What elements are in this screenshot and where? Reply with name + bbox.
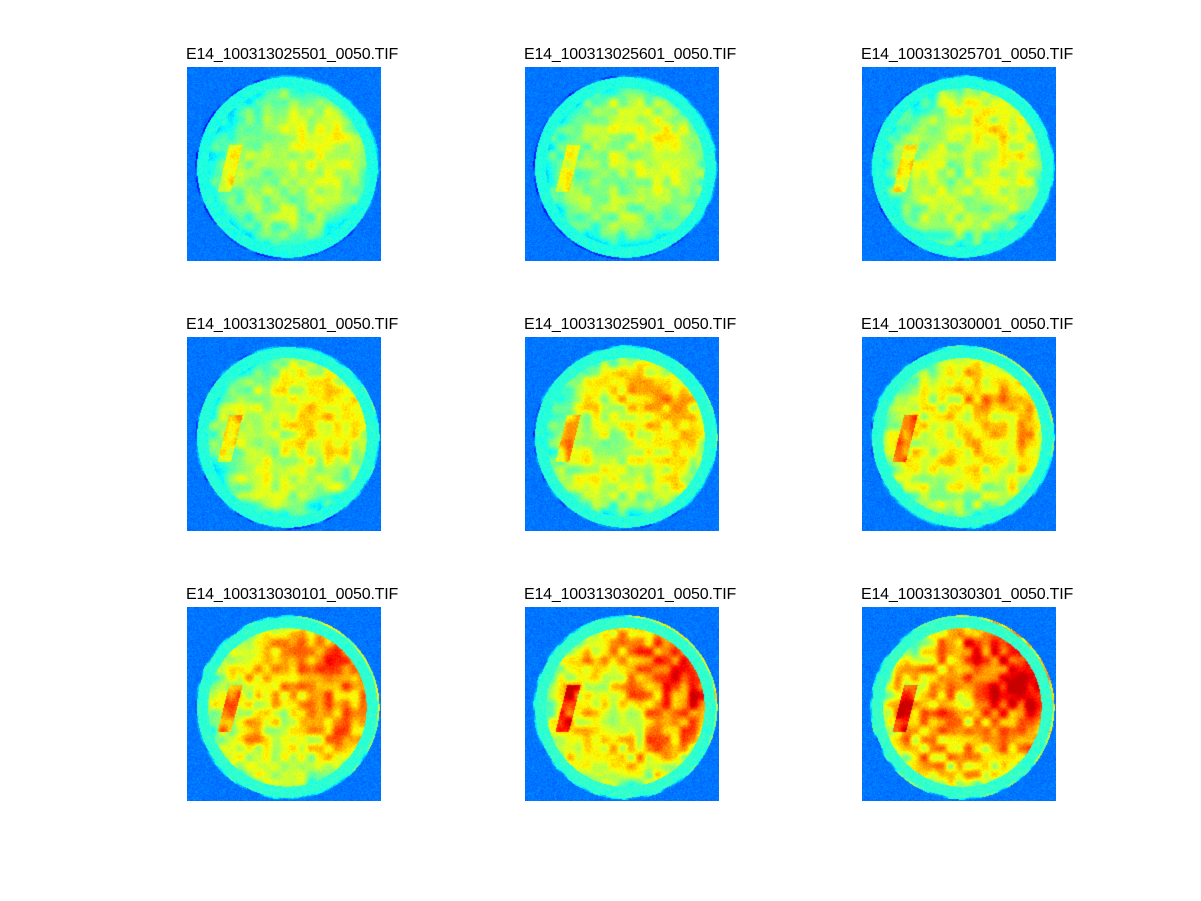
sphere-image [862,337,1056,531]
sphere-image [187,337,381,531]
panel-title: E14_100313025901_0050.TIF [524,316,737,333]
panel-title: E14_100313030201_0050.TIF [524,586,737,603]
sphere-image [187,67,381,261]
sphere-image [187,607,381,801]
image-panel-5: E14_100313025901_0050.TIF [524,316,784,556]
panel-title: E14_100313025701_0050.TIF [861,46,1074,63]
panel-title: E14_100313030301_0050.TIF [861,586,1074,603]
panel-title: E14_100313025801_0050.TIF [186,316,399,333]
sphere-image [525,67,719,261]
sphere-image [862,67,1056,261]
image-panel-4: E14_100313025801_0050.TIF [186,316,446,556]
panel-title: E14_100313030101_0050.TIF [186,586,399,603]
image-panel-1: E14_100313025501_0050.TIF [186,46,446,286]
sphere-image [862,607,1056,801]
panel-title: E14_100313030001_0050.TIF [861,316,1074,333]
panel-title: E14_100313025501_0050.TIF [186,46,399,63]
panel-title: E14_100313025601_0050.TIF [524,46,737,63]
image-panel-2: E14_100313025601_0050.TIF [524,46,784,286]
image-panel-8: E14_100313030201_0050.TIF [524,586,784,826]
sphere-image [525,607,719,801]
image-panel-7: E14_100313030101_0050.TIF [186,586,446,826]
image-panel-9: E14_100313030301_0050.TIF [861,586,1121,826]
image-panel-3: E14_100313025701_0050.TIF [861,46,1121,286]
sphere-image [525,337,719,531]
image-panel-6: E14_100313030001_0050.TIF [861,316,1121,556]
